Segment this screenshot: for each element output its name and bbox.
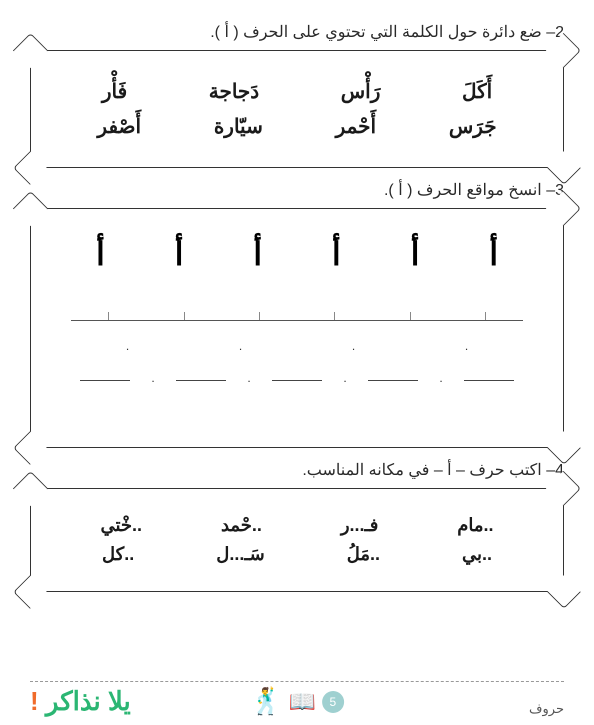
word[interactable]: سيّارة [214, 114, 263, 139]
writing-dash-row[interactable]: . . . . [71, 371, 523, 385]
fill-word[interactable]: ..حْمد [221, 515, 262, 536]
word[interactable]: جَرَس [449, 114, 497, 139]
model-letter: أ [75, 235, 125, 273]
word[interactable]: أَحْمر [336, 114, 377, 139]
person-icon: 🕺 [250, 686, 282, 717]
dash-segment[interactable] [464, 371, 514, 381]
fill-word[interactable]: ..بي [462, 544, 492, 565]
footer-center: 5 📖 🕺 [250, 686, 344, 717]
dot: . [148, 371, 158, 385]
logo-text: يلا نذاكر [46, 686, 131, 716]
dot-row: . . . . [71, 339, 523, 353]
dot: . [244, 371, 254, 385]
dash-segment[interactable] [176, 371, 226, 381]
exercise-3-frame: أ أ أ أ أ أ . . . . . . . . [30, 208, 564, 448]
ex2-text: ضع دائرة حول الكلمة التي تحتوي على الحرف… [210, 24, 542, 41]
dash-segment[interactable] [80, 371, 130, 381]
page-number-badge: 5 [322, 691, 344, 713]
dot: . [236, 339, 246, 353]
exercise-2-instruction: 2– ضع دائرة حول الكلمة التي تحتوي على ال… [30, 22, 564, 42]
word[interactable]: دَجاجة [209, 79, 259, 104]
exercise-4-instruction: 4– اكتب حرف – أ – في مكانه المناسب. [30, 460, 564, 480]
model-letter: أ [233, 235, 283, 273]
model-letter: أ [311, 235, 361, 273]
exercise-4-frame: ..مام فـ...ر ..حْمد ..خْتي ..بي ..مَلُ س… [30, 488, 564, 592]
dash-segment[interactable] [368, 371, 418, 381]
ex3-text: انسخ مواقع الحرف ( أ ). [384, 182, 542, 199]
word-row-1: أَكَلَ رَأْس دَجاجة فَأْر [61, 79, 533, 104]
exercise-2-frame: أَكَلَ رَأْس دَجاجة فَأْر جَرَس أَحْمر س… [30, 50, 564, 168]
fill-word[interactable]: ..مَلُ [347, 544, 380, 565]
ex4-text: اكتب حرف – أ – في مكانه المناسب. [302, 462, 541, 479]
page-footer: حروف 5 📖 🕺 يلا نذاكر ! [30, 681, 564, 717]
dot: . [436, 371, 446, 385]
fill-word[interactable]: سَـ...ل [216, 544, 264, 565]
fill-row-2: ..بي ..مَلُ سَـ...ل ..كل [61, 544, 533, 565]
fill-word[interactable]: ..خْتي [100, 515, 142, 536]
fill-word[interactable]: ..كل [102, 544, 134, 565]
writing-guideline-1[interactable] [71, 293, 523, 321]
dot: . [349, 339, 359, 353]
word-row-2: جَرَس أَحْمر سيّارة أَصْفر [61, 114, 533, 139]
dash-segment[interactable] [272, 371, 322, 381]
fill-row-1: ..مام فـ...ر ..حْمد ..خْتي [61, 515, 533, 536]
letter-model-row: أ أ أ أ أ أ [61, 235, 533, 273]
dot: . [462, 339, 472, 353]
model-letter: أ [390, 235, 440, 273]
fill-word[interactable]: فـ...ر [341, 515, 379, 536]
brand-logo: يلا نذاكر ! [30, 686, 131, 717]
model-letter: أ [154, 235, 204, 273]
fill-word[interactable]: ..مام [457, 515, 493, 536]
footer-section-label: حروف [529, 701, 564, 717]
word[interactable]: فَأْر [102, 79, 127, 104]
dot: . [340, 371, 350, 385]
word[interactable]: أَصْفر [97, 114, 141, 139]
word[interactable]: أَكَلَ [462, 79, 492, 104]
exercise-3-instruction: 3– انسخ مواقع الحرف ( أ ). [30, 180, 564, 200]
model-letter: أ [469, 235, 519, 273]
word[interactable]: رَأْس [341, 79, 381, 104]
book-icon: 📖 [288, 689, 315, 715]
logo-exclamation: ! [30, 686, 39, 716]
dot: . [123, 339, 133, 353]
